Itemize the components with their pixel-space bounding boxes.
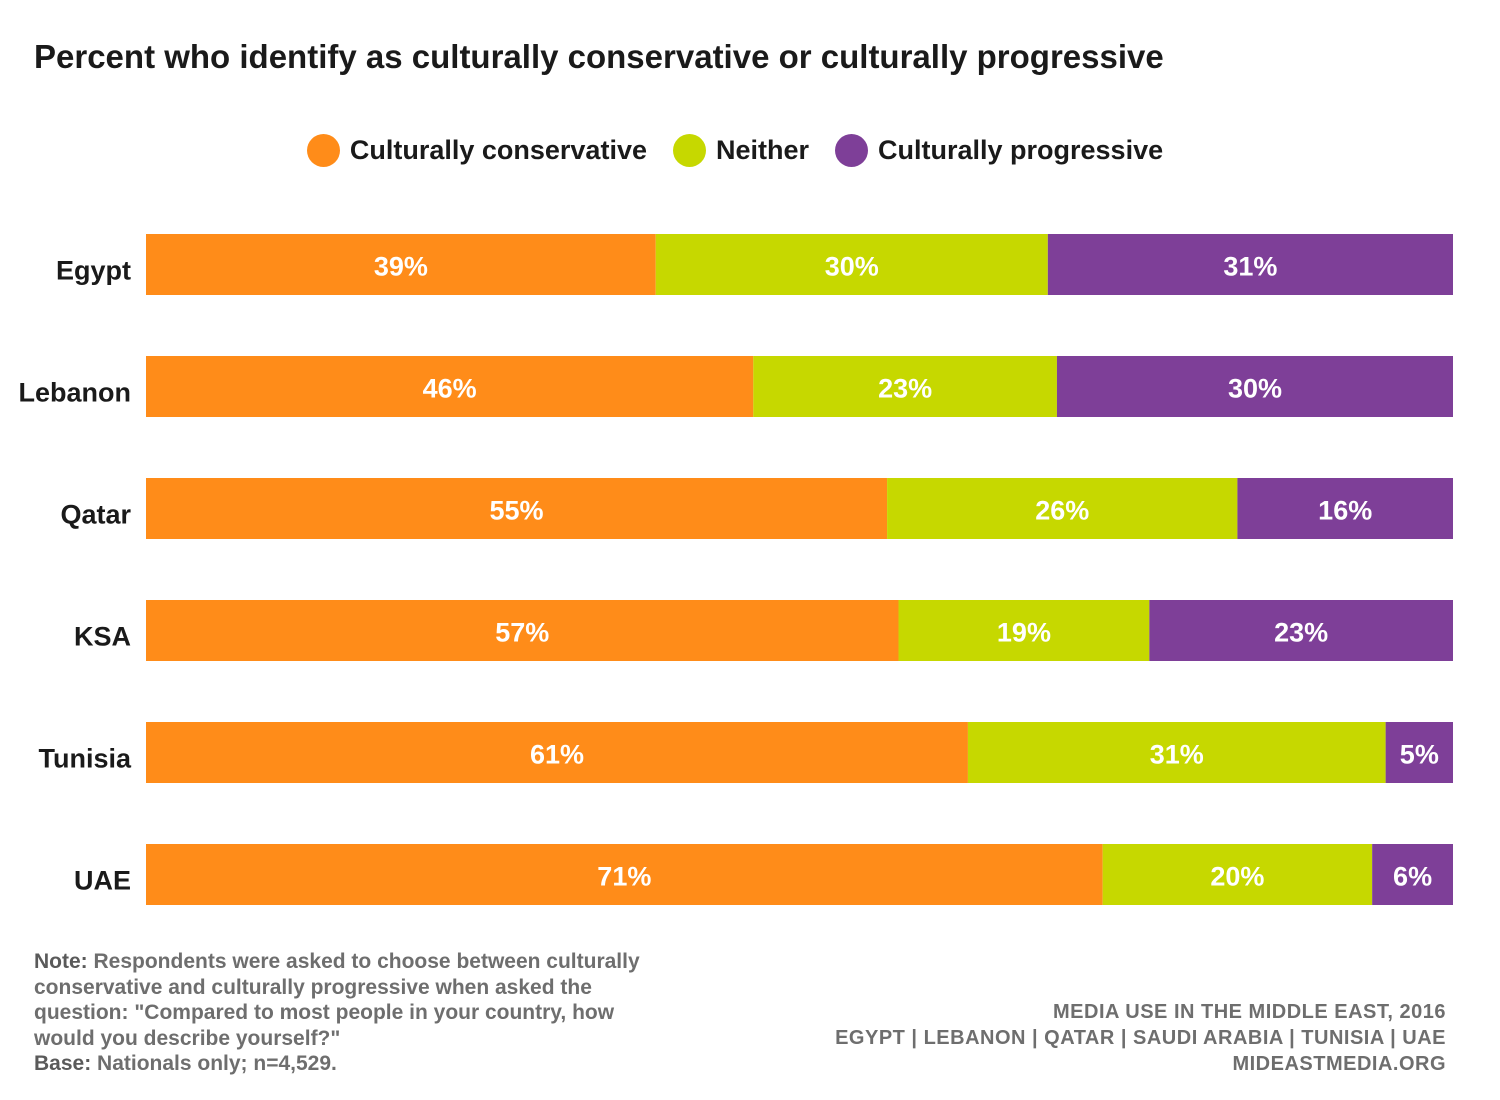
data-label-lebanon-neither: 23% xyxy=(878,374,932,404)
bar-uae-culturally-progressive xyxy=(1372,844,1453,905)
legend-item-neither: Neither xyxy=(672,134,810,167)
bar-lebanon-culturally-progressive xyxy=(1056,356,1453,417)
legend-label-conservative: Culturally conservative xyxy=(349,135,647,165)
legend-label-neither: Neither xyxy=(715,135,810,165)
chart-title: Percent who identify as culturally conse… xyxy=(34,38,1164,75)
bar-tunisia-neither xyxy=(967,722,1386,783)
category-label-lebanon: Lebanon xyxy=(19,378,132,408)
category-label-qatar: Qatar xyxy=(60,500,131,530)
legend-swatch-neither xyxy=(672,134,706,167)
data-label-tunisia-neither: 31% xyxy=(1150,740,1204,770)
bar-egypt-neither xyxy=(655,234,1048,295)
bar-qatar-culturally-progressive xyxy=(1237,478,1453,539)
bar-uae-neither xyxy=(1102,844,1373,905)
data-label-qatar-culturally-progressive: 16% xyxy=(1318,496,1372,526)
bar-tunisia-culturally-progressive xyxy=(1385,722,1453,783)
category-label-uae: UAE xyxy=(74,866,131,896)
legend-item-progressive: Culturally progressive xyxy=(835,134,1163,167)
legend: Culturally conservative Neither Cultural… xyxy=(0,134,1470,167)
bar-egypt-culturally-progressive xyxy=(1047,234,1453,295)
note-label: Note: xyxy=(34,950,88,973)
data-label-ksa-culturally-conservative: 57% xyxy=(495,618,549,648)
data-label-uae-culturally-conservative: 71% xyxy=(597,862,651,892)
data-label-uae-neither: 20% xyxy=(1210,862,1264,892)
note-text: Respondents were asked to choose between… xyxy=(34,950,640,1050)
bar-ksa-culturally-progressive xyxy=(1149,600,1453,661)
legend-item-conservative: Culturally conservative xyxy=(306,134,647,167)
category-label-ksa: KSA xyxy=(74,622,131,652)
source-credit: MEDIA USE IN THE MIDDLE EAST, 2016 EGYPT… xyxy=(746,999,1446,1077)
legend-swatch-progressive xyxy=(835,134,869,167)
data-label-qatar-culturally-conservative: 55% xyxy=(490,496,544,526)
data-label-egypt-culturally-progressive: 31% xyxy=(1223,252,1277,282)
footnote: Note: Respondents were asked to choose b… xyxy=(34,949,654,1077)
bar-qatar-culturally-conservative xyxy=(146,478,888,539)
data-label-egypt-culturally-conservative: 39% xyxy=(374,252,428,282)
bar-qatar-neither xyxy=(887,478,1238,539)
data-label-tunisia-culturally-progressive: 5% xyxy=(1400,740,1439,770)
base-text: Nationals only; n=4,529. xyxy=(91,1052,337,1075)
bar-lebanon-neither xyxy=(753,356,1057,417)
source-line-3: MIDEASTMEDIA.ORG xyxy=(1232,1053,1446,1075)
bar-egypt-culturally-conservative xyxy=(146,234,656,295)
bar-ksa-neither xyxy=(898,600,1150,661)
bar-uae-culturally-conservative xyxy=(146,844,1103,905)
bar-ksa-culturally-conservative xyxy=(146,600,899,661)
bar-lebanon-culturally-conservative xyxy=(146,356,754,417)
bar-tunisia-culturally-conservative xyxy=(146,722,968,783)
legend-label-progressive: Culturally progressive xyxy=(878,135,1164,165)
data-label-tunisia-culturally-conservative: 61% xyxy=(530,740,584,770)
data-label-ksa-culturally-progressive: 23% xyxy=(1274,618,1328,648)
data-label-lebanon-culturally-conservative: 46% xyxy=(423,374,477,404)
data-label-lebanon-culturally-progressive: 30% xyxy=(1228,374,1282,404)
base-label: Base: xyxy=(34,1052,92,1075)
data-label-egypt-neither: 30% xyxy=(825,252,879,282)
source-line-2: EGYPT | LEBANON | QATAR | SAUDI ARABIA |… xyxy=(835,1027,1446,1049)
category-label-tunisia: Tunisia xyxy=(38,744,131,774)
data-label-uae-culturally-progressive: 6% xyxy=(1393,862,1432,892)
category-label-egypt: Egypt xyxy=(56,256,131,286)
legend-swatch-conservative xyxy=(306,134,340,167)
data-label-qatar-neither: 26% xyxy=(1035,496,1089,526)
source-line-1: MEDIA USE IN THE MIDDLE EAST, 2016 xyxy=(1053,1001,1446,1023)
data-label-ksa-neither: 19% xyxy=(997,618,1051,648)
